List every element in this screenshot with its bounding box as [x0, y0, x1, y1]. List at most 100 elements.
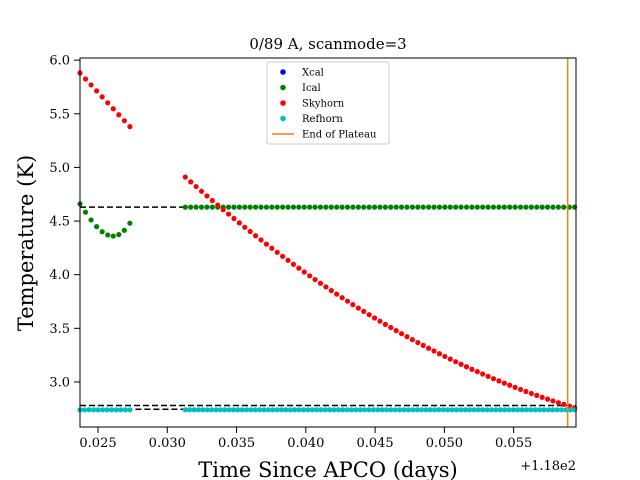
skyhorn-point — [339, 295, 345, 301]
skyhorn-point — [209, 197, 215, 204]
refhorn-point — [480, 407, 486, 413]
data-points — [77, 58, 578, 427]
skyhorn-point — [258, 237, 264, 243]
x-tick-label: 0.050 — [426, 436, 463, 451]
refhorn-point — [191, 407, 197, 413]
refhorn-point — [327, 407, 333, 413]
refhorn-point — [222, 407, 228, 413]
refhorn-point — [248, 407, 254, 413]
refhorn-point — [243, 407, 250, 413]
skyhorn-point — [377, 318, 383, 324]
refhorn-point — [458, 407, 464, 413]
skyhorn-point — [105, 100, 111, 106]
skyhorn-point — [382, 321, 388, 327]
skyhorn-point — [447, 356, 453, 362]
skyhorn-point — [344, 298, 351, 304]
refhorn-point — [300, 407, 307, 413]
skyhorn-point — [453, 359, 459, 365]
skyhorn-point — [355, 305, 361, 311]
legend-label-end-of-plateau: End of Plateau — [302, 130, 377, 141]
skyhorn-point — [116, 112, 122, 118]
ical-point — [415, 204, 421, 210]
refhorn-point — [471, 407, 477, 413]
ical-point — [404, 204, 410, 210]
ical-point — [116, 232, 122, 238]
refhorn-point — [528, 407, 534, 413]
ical-point — [247, 204, 253, 210]
refhorn-point — [318, 407, 324, 413]
skyhorn-point — [220, 207, 226, 213]
skyhorn-point — [236, 220, 242, 226]
skyhorn-point — [469, 366, 475, 372]
refhorn-point — [370, 407, 376, 413]
skyhorn-point — [404, 334, 410, 340]
refhorn-point — [292, 407, 298, 413]
y-tick-label: 3.0 — [49, 375, 70, 390]
ical-point — [193, 204, 199, 210]
legend: Xcal Ical Skyhorn Refhorn End of Plateau — [266, 61, 390, 145]
skyhorn-point — [242, 224, 248, 230]
ical-point — [296, 204, 302, 210]
skyhorn-point — [296, 265, 302, 271]
refhorn-point — [558, 407, 565, 413]
refhorn-point — [519, 407, 525, 413]
ical-point — [480, 204, 486, 210]
ical-point — [393, 204, 399, 210]
ical-point — [94, 224, 100, 230]
refhorn-point — [379, 407, 385, 413]
skyhorn-point — [528, 390, 534, 397]
ical-point — [198, 204, 205, 210]
refhorn-point — [91, 407, 97, 413]
y-tick-label: 5.0 — [49, 161, 70, 176]
ical-point — [366, 204, 372, 210]
refhorn-point — [362, 407, 368, 413]
skyhorn-point — [485, 373, 491, 379]
ical-point — [555, 204, 561, 210]
refhorn-point — [313, 407, 320, 413]
skyhorn-point — [463, 364, 470, 370]
skyhorn-point — [215, 202, 221, 208]
legend-marker-xcal — [280, 69, 286, 75]
refhorn-point — [187, 407, 193, 413]
refhorn-point — [353, 407, 359, 413]
refhorn-point — [265, 407, 272, 413]
ical-point — [426, 204, 432, 210]
ical-point — [361, 204, 367, 210]
skyhorn-point — [280, 253, 286, 259]
refhorn-point — [375, 407, 381, 413]
skyhorn-point — [312, 276, 318, 283]
ical-point — [528, 204, 534, 210]
ical-point — [263, 204, 270, 210]
refhorn-point — [488, 407, 495, 413]
refhorn-point — [270, 407, 276, 413]
refhorn-point — [366, 407, 372, 413]
skyhorn-point — [544, 396, 551, 402]
x-tick-label: 0.045 — [356, 436, 393, 451]
refhorn-point — [100, 407, 106, 413]
ical-point — [182, 204, 188, 210]
refhorn-point — [515, 407, 521, 413]
ical-point — [436, 204, 443, 210]
refhorn-point — [230, 407, 237, 413]
skyhorn-point — [517, 386, 524, 393]
skyhorn-point — [415, 339, 421, 346]
refhorn-point — [449, 407, 455, 413]
refhorn-point — [423, 407, 429, 413]
skyhorn-point — [334, 291, 340, 297]
ical-point — [507, 204, 513, 210]
ical-point — [121, 227, 127, 233]
refhorn-point — [257, 407, 263, 413]
skyhorn-point — [182, 174, 188, 180]
refhorn-point — [388, 407, 394, 413]
ical-point — [236, 204, 242, 210]
skyhorn-point — [225, 211, 232, 217]
chart-title: 0/89 A, scanmode=3 — [249, 35, 406, 53]
skyhorn-point — [285, 257, 291, 263]
refhorn-point — [418, 407, 425, 413]
skyhorn-point — [188, 179, 194, 185]
skyhorn-point — [231, 215, 237, 222]
refhorn-point — [401, 407, 407, 413]
ical-point — [544, 204, 551, 210]
ical-point — [328, 204, 334, 210]
ical-point — [371, 204, 378, 210]
